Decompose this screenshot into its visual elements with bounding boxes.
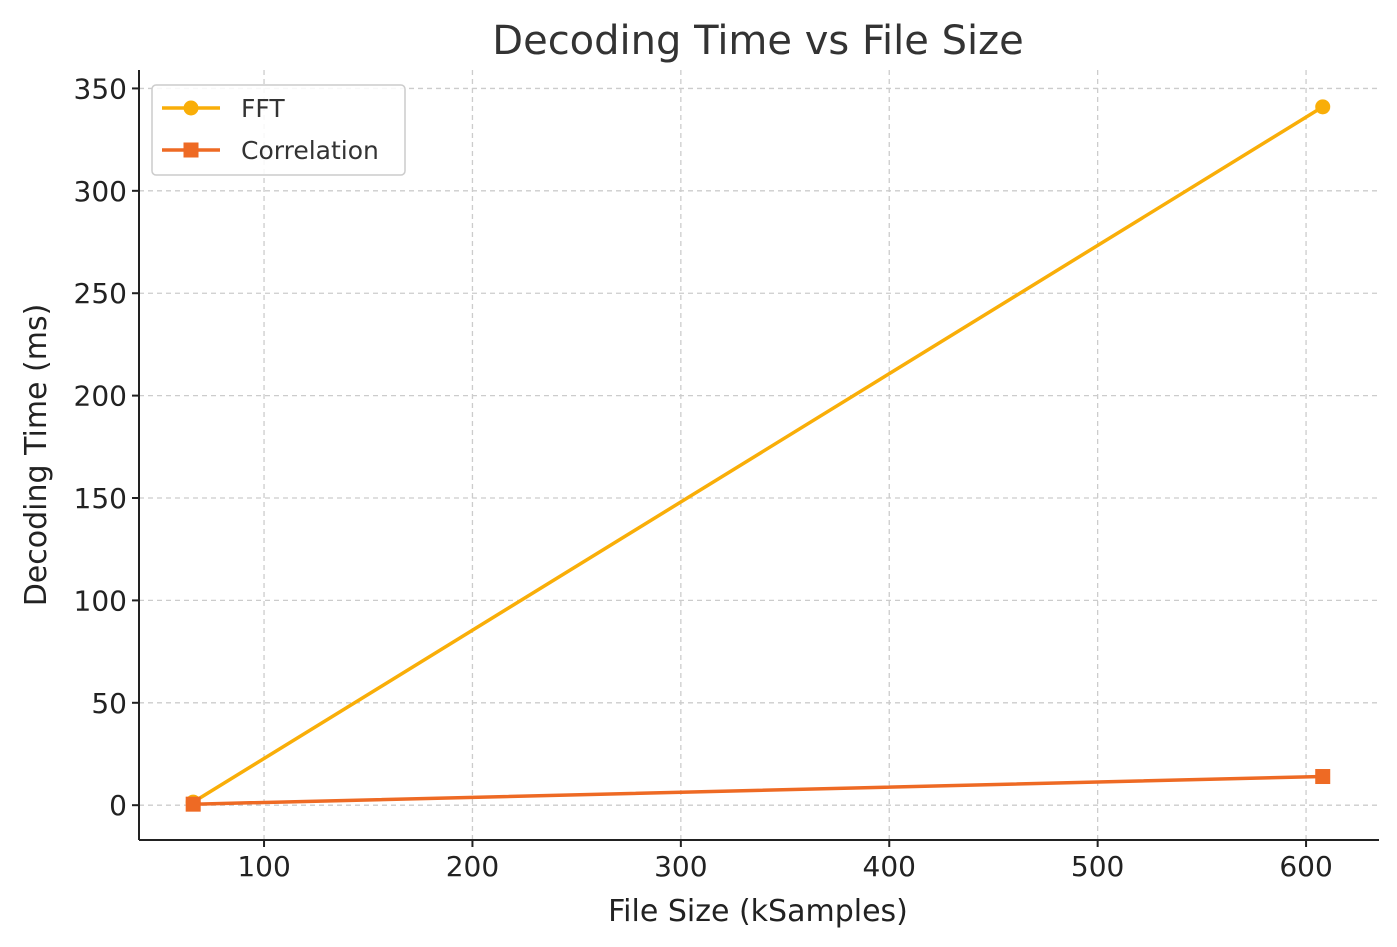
x-tick-label: 500: [1071, 850, 1124, 883]
legend: FFT Correlation: [151, 84, 406, 176]
series-line: [191, 774, 1325, 806]
y-axis-label: Decoding Time (ms): [19, 304, 54, 607]
legend-marker: [183, 100, 199, 116]
x-tick-label: 400: [863, 850, 916, 883]
legend-marker: [183, 142, 199, 158]
series-layer: [185, 99, 1331, 812]
x-tick-label: 200: [446, 850, 499, 883]
data-point: [1315, 99, 1331, 115]
legend-label: Correlation: [241, 136, 379, 165]
legend-item: FFT: [162, 94, 285, 123]
grid: [139, 70, 1379, 840]
x-axis-ticks: 100 200 300 400 500 600: [237, 840, 1333, 883]
data-point: [185, 796, 201, 812]
series-line: [191, 105, 1325, 804]
y-tick-label: 300: [74, 175, 127, 208]
y-tick-label: 250: [74, 277, 127, 310]
legend-label: FFT: [241, 94, 285, 123]
data-point: [1315, 769, 1331, 785]
y-tick-label: 350: [74, 72, 127, 105]
x-tick-label: 100: [237, 850, 290, 883]
y-tick-label: 200: [74, 380, 127, 413]
x-tick-label: 300: [654, 850, 707, 883]
y-tick-label: 150: [74, 482, 127, 515]
y-tick-label: 50: [91, 687, 127, 720]
y-axis-ticks: 0 50 100 150 200 250 300 350: [74, 72, 139, 822]
axes: [138, 70, 1379, 841]
y-tick-label: 0: [109, 789, 127, 822]
x-tick-label: 600: [1279, 850, 1332, 883]
series-correlation: [185, 769, 1331, 812]
y-tick-label: 100: [74, 584, 127, 617]
x-axis-label: File Size (kSamples): [608, 894, 908, 929]
chart-title: Decoding Time vs File Size: [492, 18, 1023, 64]
legend-item: Correlation: [162, 136, 379, 165]
